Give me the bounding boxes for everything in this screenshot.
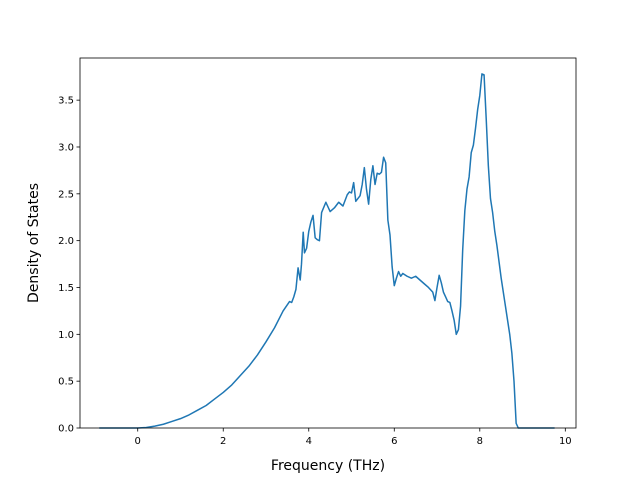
y-tick-label: 2.0 [58,236,74,247]
y-tick-label: 1.0 [58,330,74,341]
dos-series-line-0 [99,73,555,429]
x-tick-label: 0 [135,436,141,447]
y-axis-label: Density of States [26,183,42,303]
series-layer [99,73,555,429]
plot-background [80,58,576,428]
y-tick-label: 0.5 [58,377,74,388]
x-axis-ticks: 0 2 4 6 8 10 [135,428,572,447]
y-axis-ticks: 0.0 0.5 1.0 1.5 2.0 2.5 3.0 3.5 [58,96,80,435]
x-tick-label: 4 [306,436,312,447]
y-tick-label: 3.0 [58,142,74,153]
x-tick-label: 8 [477,436,483,447]
plot-frame [79,57,577,429]
y-tick-label: 3.5 [58,96,74,107]
x-tick-label: 10 [559,436,572,447]
y-tick-label: 0.0 [58,424,74,435]
x-tick-label: 6 [391,436,397,447]
x-axis-label: Frequency (THz) [271,458,385,474]
y-tick-label: 1.5 [58,283,74,294]
y-tick-label: 2.5 [58,189,74,200]
x-tick-label: 2 [220,436,226,447]
